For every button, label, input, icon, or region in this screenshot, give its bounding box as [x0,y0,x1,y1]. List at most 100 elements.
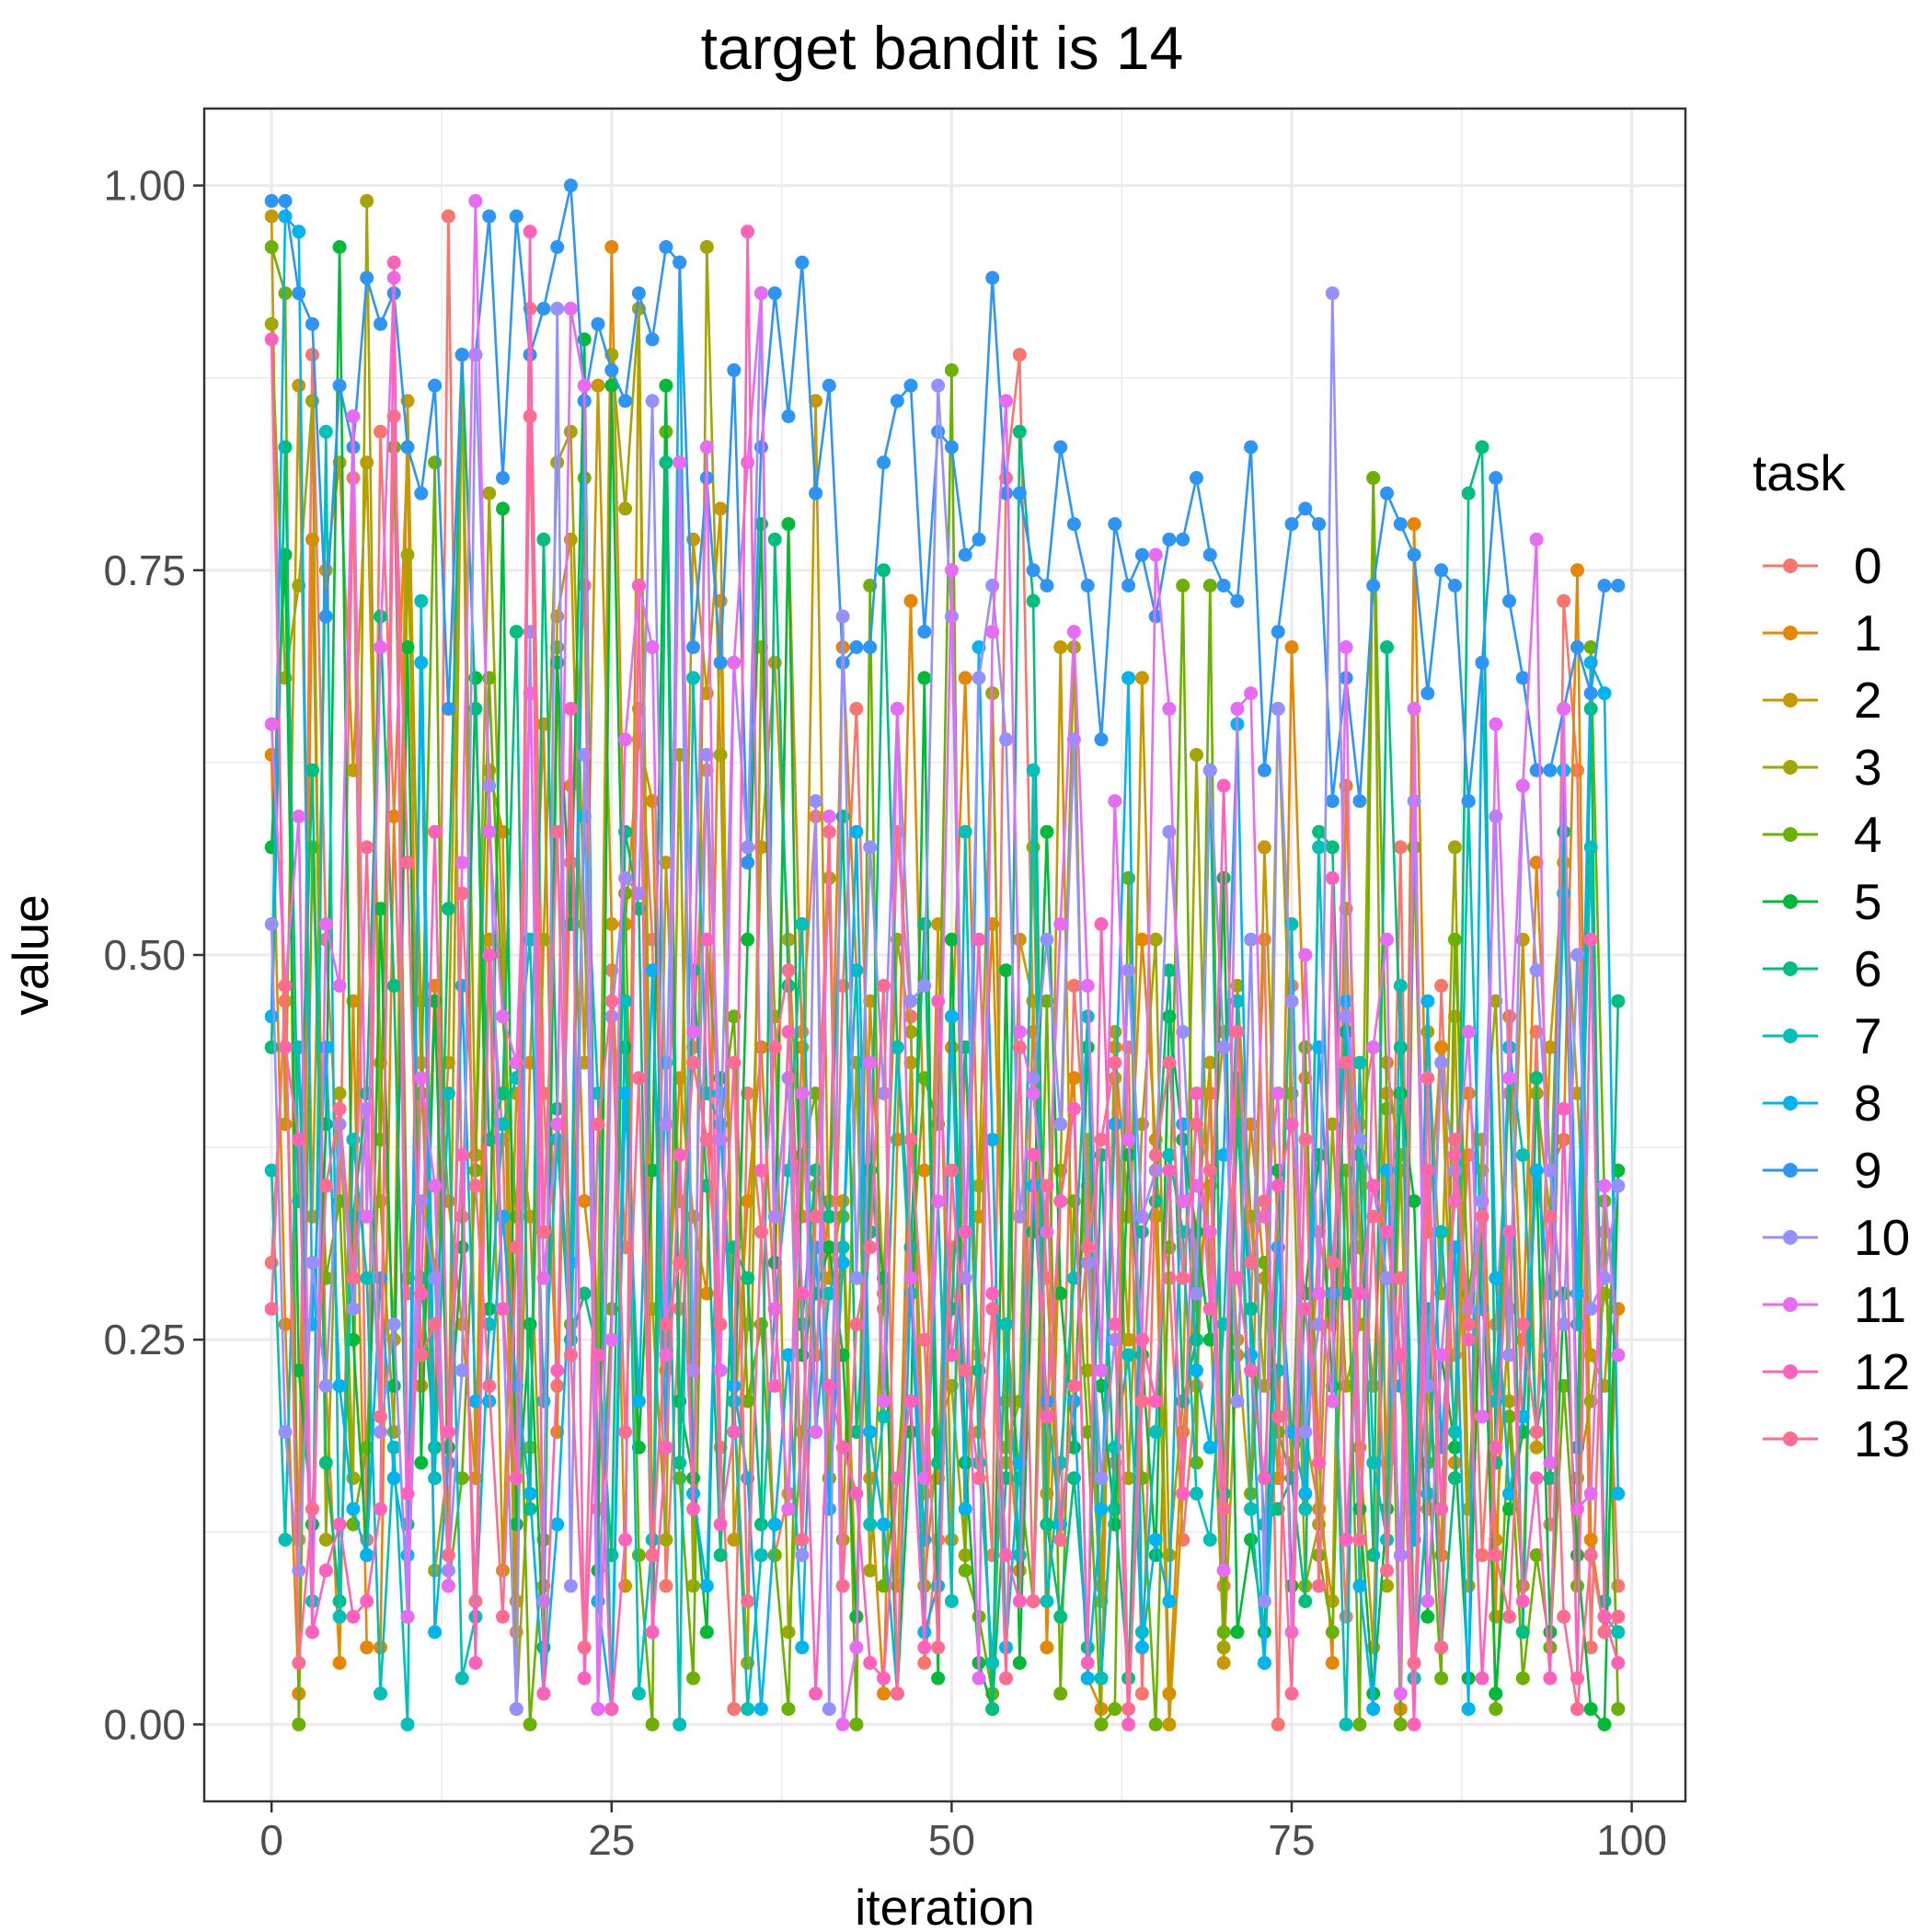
data-point [1557,1609,1571,1624]
data-point [1026,763,1041,777]
data-point [1216,1501,1231,1516]
data-point [795,1148,810,1162]
data-point [972,1671,986,1685]
data-point [1393,1271,1408,1285]
data-point [1121,963,1136,978]
data-point [563,1579,578,1593]
data-point [753,1547,768,1562]
data-point [753,1040,768,1054]
data-point [917,1656,932,1670]
data-point [1461,486,1476,500]
data-point [1515,1317,1530,1331]
data-point [1040,1225,1054,1239]
data-point [781,932,796,947]
data-point [550,824,565,839]
data-point [292,378,306,393]
data-point [1121,1133,1136,1147]
data-point [795,255,810,270]
data-point [496,471,510,485]
data-point [400,1487,415,1501]
data-point [618,1425,633,1439]
data-point [1461,1702,1476,1717]
data-point [1162,963,1177,978]
data-point [1230,1625,1245,1639]
data-point [781,1071,796,1086]
data-point [318,1179,333,1193]
data-point [631,1547,646,1562]
data-point [1202,547,1217,562]
data-point [809,794,823,809]
data-point [1080,1656,1095,1670]
data-point [1312,824,1327,839]
data-point [645,1625,660,1639]
data-point [1053,440,1068,454]
data-point [1420,1594,1435,1608]
legend-label: 8 [1854,1075,1882,1132]
data-point [1502,1501,1516,1516]
data-point [809,486,823,500]
data-point [699,1579,714,1593]
data-point [809,1209,823,1224]
data-point [1515,1671,1530,1685]
data-point [890,1040,904,1054]
data-point [1611,1487,1626,1501]
legend-item: 9 [1763,1142,1882,1199]
data-point [795,1640,810,1655]
data-point [1012,424,1027,439]
data-point [1325,1256,1340,1270]
data-point [346,763,361,777]
data-point [849,1271,864,1285]
data-point [1012,1040,1027,1054]
data-point [767,1547,782,1562]
legend-key-point [1783,1230,1798,1245]
data-point [618,501,633,516]
data-point [1244,440,1259,454]
data-point [1583,1702,1598,1717]
data-point [332,1101,347,1116]
data-point [1080,979,1095,993]
data-point [577,378,592,393]
legend-key-point [1783,1029,1798,1043]
data-point [523,409,537,423]
legend-key-point [1783,1096,1798,1110]
data-point [1420,1609,1435,1624]
data-point [1380,1579,1394,1593]
data-point [536,1394,551,1409]
data-point [1325,1117,1340,1132]
data-point [468,193,483,208]
data-point [563,424,578,439]
data-point [1325,286,1340,301]
data-point [1611,1579,1626,1593]
data-point [1148,1533,1163,1547]
legend-label: 12 [1854,1343,1910,1400]
data-point [1557,824,1571,839]
data-point [1366,1040,1381,1054]
data-point [944,932,959,947]
data-point [1162,1594,1177,1608]
data-point [428,1317,443,1331]
data-point [767,532,782,546]
data-point [318,917,333,931]
data-point [618,1533,633,1547]
data-point [482,824,497,839]
data-point [1012,932,1027,947]
data-point [1434,1040,1449,1054]
data-point [1366,1179,1381,1193]
data-point [454,348,469,362]
data-point [360,193,374,208]
data-point [985,1286,1000,1301]
data-point [400,1717,415,1731]
legend-item: 11 [1763,1276,1906,1333]
data-point [1502,1487,1516,1501]
data-point [944,440,959,454]
data-point [577,1286,592,1301]
legend-item: 3 [1763,739,1882,796]
data-point [1284,1686,1299,1701]
data-point [1583,1487,1598,1501]
data-point [414,486,429,500]
data-point [278,1425,293,1439]
data-point [1121,1702,1136,1717]
data-point [332,240,347,254]
data-point [1461,794,1476,809]
data-point [781,517,796,532]
